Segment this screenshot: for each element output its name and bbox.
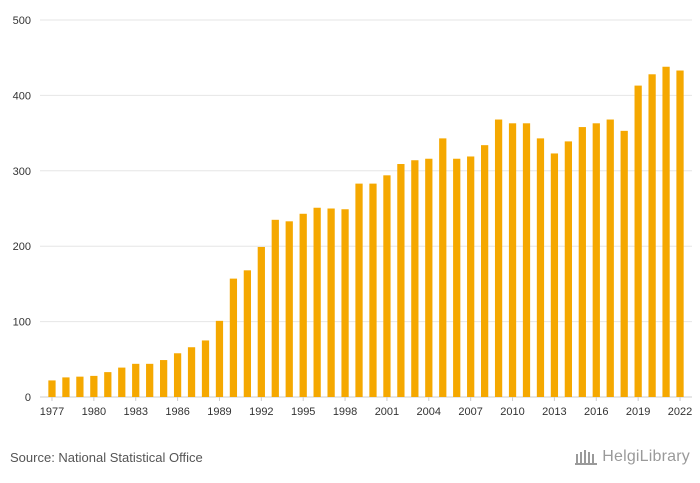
bar-1999[interactable] (355, 183, 363, 397)
x-tick-label: 1983 (123, 406, 147, 418)
y-tick-label: 500 (13, 15, 31, 27)
x-axis: 1977 1980 1983 1986 1989 1992 1995 1998 2001 2004… (40, 397, 692, 418)
bar-1987[interactable] (187, 347, 196, 397)
x-tick-label: 2019 (626, 406, 650, 418)
bar-2011[interactable] (522, 123, 531, 397)
bar-1995[interactable] (299, 213, 307, 397)
x-tick-label: 2016 (584, 406, 608, 418)
bar-1984[interactable] (146, 363, 154, 397)
bar-1986[interactable] (173, 353, 182, 397)
bar-1993[interactable] (271, 219, 279, 397)
bar-1989[interactable] (215, 320, 224, 397)
bar-2006[interactable] (453, 158, 461, 397)
bar-2003[interactable] (411, 160, 419, 397)
chart-container: 0 100 200 300 400 500 1977 1980 1983 1986 1989 199… (13, 15, 693, 418)
bar-1979[interactable] (76, 376, 84, 397)
bar-1996[interactable] (313, 207, 321, 397)
bar-2009[interactable] (494, 119, 503, 397)
bar-1980[interactable] (90, 375, 98, 397)
bar-2002[interactable] (397, 164, 405, 397)
bar-2016[interactable] (592, 123, 600, 397)
x-tick-label: 2007 (458, 406, 482, 418)
bar-1988[interactable] (201, 340, 210, 397)
x-tick-label: 1989 (207, 406, 231, 418)
x-tick-label: 1986 (165, 406, 189, 418)
x-tick-label: 1992 (249, 406, 273, 418)
bar-2004[interactable] (425, 158, 433, 397)
y-tick-label: 400 (13, 90, 31, 102)
bar-2019[interactable] (634, 85, 642, 398)
bar-2018[interactable] (620, 130, 628, 397)
x-tick-label: 2022 (668, 406, 692, 418)
bar-1982[interactable] (118, 367, 126, 397)
bar-2020[interactable] (648, 74, 656, 398)
x-tick-label: 2010 (500, 406, 524, 418)
helgi-library-logo[interactable]: HelgiLibrary (574, 448, 690, 466)
x-tick-label: 2013 (542, 406, 566, 418)
y-tick-label: 300 (13, 166, 31, 178)
bar-2013[interactable] (550, 153, 559, 397)
bar-2021[interactable] (662, 66, 670, 398)
bar-2017[interactable] (606, 119, 614, 397)
y-tick-label: 100 (13, 317, 31, 329)
bar-2022[interactable] (676, 70, 684, 397)
bar-2008[interactable] (481, 145, 489, 397)
bar-2012[interactable] (536, 138, 545, 398)
source-note: Source: National Statistical Office (10, 450, 203, 465)
bar-1985[interactable] (160, 360, 168, 397)
bar-1981[interactable] (104, 372, 112, 397)
y-tick-label: 0 (25, 392, 31, 404)
bar-1977[interactable] (48, 380, 56, 397)
bar-2001[interactable] (383, 175, 391, 397)
y-axis: 0 100 200 300 400 500 (13, 15, 31, 404)
bar-1992[interactable] (257, 246, 265, 397)
bar-2014[interactable] (564, 141, 572, 397)
x-tick-label: 1980 (82, 406, 106, 418)
bar-2015[interactable] (578, 127, 586, 398)
bar-2010[interactable] (508, 123, 517, 397)
bar-1997[interactable] (327, 208, 335, 398)
bar-chart: 0 100 200 300 400 500 1977 1980 1983 1986 1989 199… (13, 15, 693, 418)
bar-2005[interactable] (439, 138, 447, 398)
bar-1990[interactable] (229, 278, 238, 397)
x-tick-label: 2004 (417, 406, 441, 418)
x-tick-label: 2001 (375, 406, 399, 418)
logo-text: HelgiLibrary (602, 448, 690, 465)
x-tick-label: 1998 (333, 406, 357, 418)
x-tick-label: 1977 (40, 406, 64, 418)
bar-1983[interactable] (132, 363, 140, 397)
library-building-icon (575, 450, 598, 465)
x-tick-label: 1995 (291, 406, 315, 418)
y-tick-label: 200 (13, 241, 31, 253)
bar-series (48, 66, 684, 398)
bar-2007[interactable] (467, 156, 475, 397)
bar-2000[interactable] (369, 183, 377, 397)
bar-1998[interactable] (341, 209, 349, 397)
bar-1978[interactable] (62, 377, 70, 397)
bar-1991[interactable] (243, 270, 251, 397)
bar-1994[interactable] (285, 221, 293, 397)
